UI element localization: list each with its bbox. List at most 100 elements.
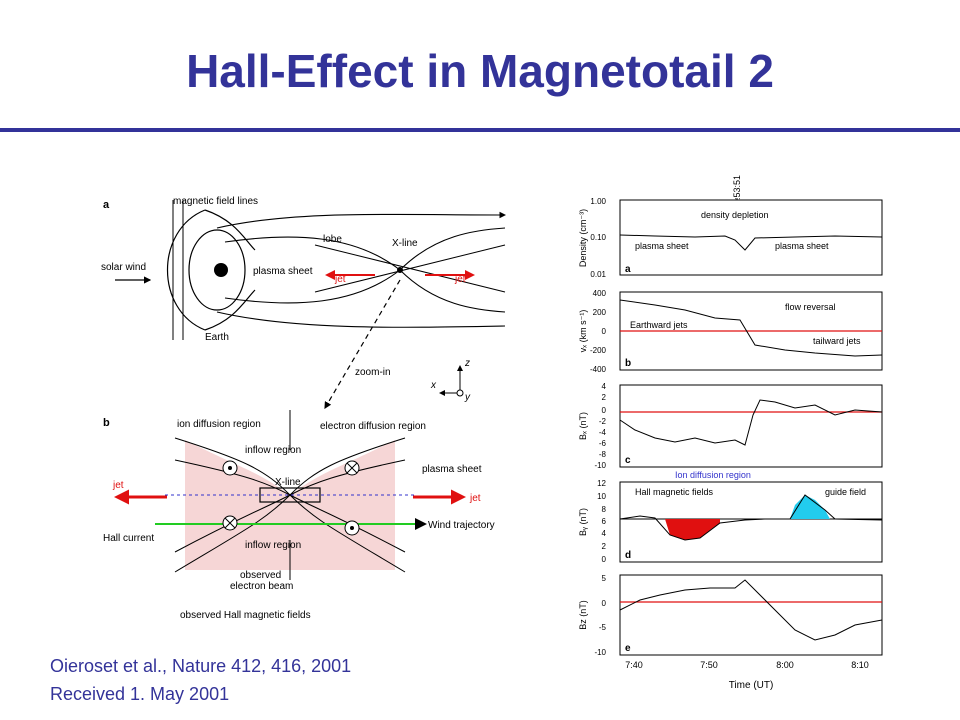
zoom-in-label: zoom-in [355,367,391,378]
x-tick-0: 7:40 [625,660,643,670]
panel-d-tick-2: 8 [602,505,607,514]
panel-b-annotation-reversal: flow reversal [785,302,836,312]
panel-c-tick-4: -4 [599,428,607,437]
panel-a-tick-1: 0.10 [590,233,606,242]
hall-dot-top-left-icon [222,460,238,476]
time-marker-label: 7:53:51 [732,175,742,205]
panel-e-tick-3: -10 [594,648,606,657]
panel-e-tick-1: 0 [602,599,607,608]
panel-d-letter: d [625,550,631,561]
earth-label: Earth [205,332,229,343]
axis-z-label: z [464,358,470,369]
panel-d-tick-4: 4 [602,529,607,538]
panel-b-tick-4: -400 [590,365,607,374]
panel-a-annotation-ps-left: plasma sheet [635,241,689,251]
panel-a-annotation-ps-right: plasma sheet [775,241,829,251]
panel-d-ylabel: Bᵧ (nT) [578,508,588,536]
panel-d-tick-3: 6 [602,517,607,526]
electron-diffusion-region-box [259,487,321,503]
citation-line-1: Oieroset et al., Nature 412, 416, 2001 [50,656,352,676]
panel-c-ylabel: Bₓ (nT) [578,412,588,440]
inflow-region-bottom-label: inflow region [245,540,301,551]
panel-e-ylabel: Bz (nT) [578,600,588,630]
panel-e: 5 0 -5 -10 Bz (nT) e [578,574,883,657]
panel-b: 400 200 0 -200 -400 vₓ (km s⁻¹) flow rev… [578,289,883,374]
ion-diffusion-label: ion diffusion region [177,419,261,430]
dipole-line-top [204,209,256,251]
panel-b-ylabel: vₓ (km s⁻¹) [578,310,588,353]
panel-a-letter: a [625,264,631,275]
panel-b-tick-3: -200 [590,346,607,355]
panel-e-trace [619,579,883,641]
panel-e-letter: e [625,643,631,654]
panel-c-tick-0: 4 [602,382,607,391]
panel-d-red-fill [665,519,720,540]
jet-label-a-right: jet [454,274,466,285]
panel-d-cyan-fill [790,495,830,519]
panel-a-frame [619,199,883,276]
x-axis-label: Time (UT) [729,680,774,691]
panel-a-tick-0: 1.00 [590,197,606,206]
panel-d-tick-5: 2 [602,542,607,551]
wind-trajectory-label: Wind trajectory [428,520,495,531]
tail-line-3 [224,269,506,313]
jet-label-a-left: jet [334,274,346,285]
zoom-in-arrow [324,279,401,410]
panel-b-tick-1: 200 [593,308,607,317]
x-line-cross-2 [314,244,506,293]
panel-d-tick-0: 12 [597,479,606,488]
diagram-a: a magnetic field lines lobe X-line solar… [101,196,507,410]
hall-cross-top-right-icon [344,460,360,476]
inflow-region-top-label: inflow region [245,445,301,456]
panel-b-tick-2: 0 [602,327,607,336]
panel-e-tick-0: 5 [602,574,607,583]
panel-d-annotation-guide: guide field [825,487,866,497]
slide-title: Hall-Effect in Magnetotail 2 [186,45,774,97]
dipole-line-bottom [204,289,256,331]
observed-electron-beam-label-1: observed [240,570,281,581]
title-divider [0,128,960,132]
hall-cross-bottom-left-icon [222,515,238,531]
panel-b-annotation-earthward: Earthward jets [630,320,688,330]
panel-a-annotation-depletion: density depletion [701,210,769,220]
tail-line-1 [216,211,507,229]
axis-x-label: x [430,380,437,391]
axis-y-dot [456,389,464,397]
x-line-label-b: X-line [275,477,301,488]
panel-d-tick-1: 10 [597,492,606,501]
magnetic-field-lines-label: magnetic field lines [173,196,258,207]
plasma-sheet-label-a: plasma sheet [253,266,313,277]
panel-c-tick-3: -2 [599,417,607,426]
jet-label-b-right: jet [469,493,481,504]
citation-line-2: Received 1. May 2001 [50,684,230,704]
panel-a-trace [619,234,883,251]
dipole-line-inner [188,229,246,311]
panel-c-tick-7: -10 [594,461,606,470]
diagram-a-letter: a [103,199,110,211]
earth-icon [214,263,228,277]
electron-diffusion-label: electron diffusion region [320,421,426,432]
tail-line-2 [224,227,506,271]
b-field-bot-2 [174,494,406,573]
panel-d-frame [619,481,883,563]
x-tick-1: 7:50 [700,660,718,670]
panel-e-tick-2: -5 [599,623,607,632]
panel-a-tick-2: 0.01 [590,270,606,279]
diagram-b: b ion diffusion region electron diffusio… [103,410,495,621]
citation: Oieroset et al., Nature 412, 416, 2001 R… [50,652,351,708]
panel-c-tick-2: 0 [602,406,607,415]
observed-hall-fields-label: observed Hall magnetic fields [180,610,311,621]
observed-electron-beam-label-2: electron beam [230,581,293,592]
timeseries-figure: 7:53:51 1.00 0.10 0.01 Density (cm⁻³) de… [578,175,883,691]
diagram-b-letter: b [103,417,110,429]
panel-b-annotation-tailward: tailward jets [813,336,861,346]
x-line-label-a: X-line [392,238,418,249]
panel-d-ion-region-label: Ion diffusion region [675,470,751,480]
axis-y-label: y [464,392,471,403]
ion-diffusion-region [185,440,395,570]
jet-label-b-left: jet [112,480,124,491]
panel-a: 1.00 0.10 0.01 Density (cm⁻³) density de… [578,197,883,279]
x-tick-2: 8:00 [776,660,794,670]
panel-a-ylabel: Density (cm⁻³) [578,209,588,267]
panel-c-trace [619,399,883,446]
